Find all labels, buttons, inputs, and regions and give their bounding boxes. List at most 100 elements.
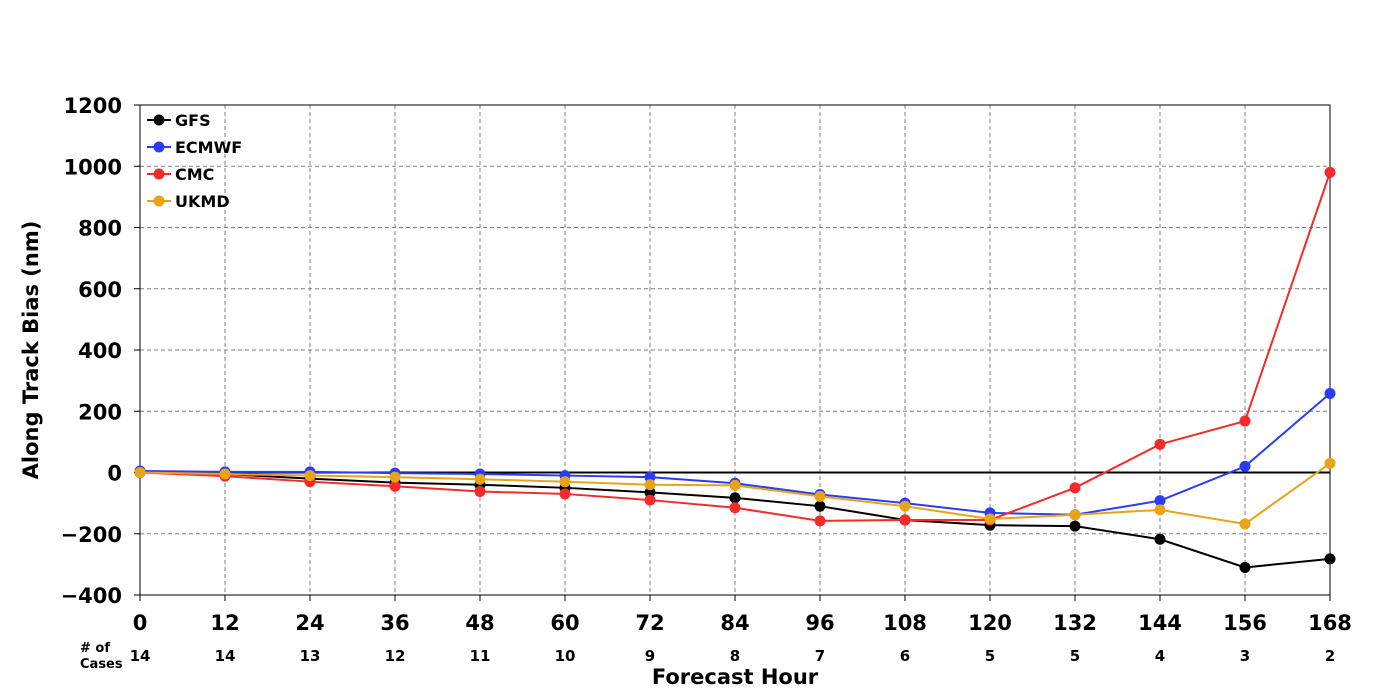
case-counts: 14 14 13 12 11 10 9 8 7 6 5 5 4 3 2 (130, 647, 1336, 665)
case-count: 4 (1155, 647, 1165, 665)
data-point-cmc (1154, 438, 1166, 450)
case-count: 11 (470, 647, 491, 665)
x-tick-label: 96 (805, 611, 834, 635)
data-point-gfs (814, 500, 826, 512)
data-point-ukmd (899, 500, 911, 512)
case-count: 2 (1325, 647, 1335, 665)
data-point-ukmd (134, 467, 146, 478)
data-point-ukmd (1069, 509, 1081, 521)
grid-lines (140, 104, 1330, 596)
legend-label: ECMWF (175, 138, 242, 157)
legend-marker (153, 141, 165, 153)
plot-border (139, 104, 1331, 596)
case-count: 14 (130, 647, 151, 665)
data-point-ukmd (559, 476, 571, 488)
case-count: 8 (730, 647, 740, 665)
y-tick-label: 200 (78, 400, 122, 424)
case-count: 5 (985, 647, 995, 665)
data-point-cmc (644, 494, 656, 506)
x-tick-label: 0 (133, 611, 148, 635)
y-axis-title: Along Track Bias (nm) (19, 221, 43, 480)
case-count: 14 (215, 647, 236, 665)
x-tick-label: 36 (380, 611, 409, 635)
data-point-gfs (644, 486, 656, 498)
data-point-cmc (814, 515, 826, 527)
case-count: 9 (645, 647, 655, 665)
case-count: 6 (900, 647, 910, 665)
data-point-ukmd (304, 470, 316, 482)
y-tick-label: 400 (78, 339, 122, 363)
y-tick-labels: 1200 1000 800 600 400 200 0 −200 −400 (61, 94, 122, 608)
x-tick-label: 48 (465, 611, 494, 635)
y-tick-label: 1200 (64, 94, 122, 118)
data-point-cmc (389, 480, 401, 492)
x-tick-label: 156 (1223, 611, 1267, 635)
data-point-ukmd (219, 468, 231, 480)
legend: GFS ECMWF CMC UKMD (147, 111, 242, 211)
legend-label: CMC (175, 165, 214, 184)
x-tick-label: 108 (883, 611, 927, 635)
case-count: 13 (300, 647, 321, 665)
legend-marker (153, 114, 165, 126)
legend-item-ukmd: UKMD (147, 192, 230, 211)
data-point-cmc (729, 502, 741, 514)
x-tick-labels: 0 12 24 36 48 60 72 84 96 108 120 132 144 156 168 (133, 611, 1352, 635)
data-point-ecmwf (644, 471, 656, 483)
y-tick-label: 1000 (64, 155, 122, 179)
data-point-cmc (474, 485, 486, 497)
data-point-cmc (899, 514, 911, 526)
case-count: 5 (1070, 647, 1080, 665)
legend-marker (153, 195, 165, 207)
plot-frame (134, 104, 1331, 601)
data-point-gfs (1069, 520, 1081, 532)
series-ukmd (134, 457, 1336, 530)
data-point-cmc (1324, 166, 1336, 178)
cases-label-line2: Cases (80, 657, 123, 672)
y-tick-label: 600 (78, 278, 122, 302)
data-point-ecmwf (1324, 387, 1336, 399)
x-tick-label: 72 (635, 611, 664, 635)
data-point-ukmd (1324, 457, 1336, 469)
data-point-gfs (1239, 561, 1251, 573)
x-tick-label: 168 (1308, 611, 1352, 635)
y-tick-label: 800 (78, 217, 122, 241)
x-axis-title: Forecast Hour (652, 665, 819, 689)
data-point-gfs (1324, 553, 1336, 565)
legend-item-gfs: GFS (147, 111, 211, 130)
data-point-ukmd (389, 471, 401, 483)
case-count: 10 (555, 647, 576, 665)
legend-marker (153, 168, 165, 180)
x-tick-label: 60 (550, 611, 579, 635)
case-count: 3 (1240, 647, 1250, 665)
x-tick-label: 12 (210, 611, 239, 635)
data-point-ukmd (474, 473, 486, 485)
x-tick-label: 144 (1138, 611, 1182, 635)
x-tick-label: 132 (1053, 611, 1097, 635)
data-point-ukmd (984, 513, 996, 525)
legend-item-ecmwf: ECMWF (147, 138, 242, 157)
x-tick-label: 120 (968, 611, 1012, 635)
data-point-ukmd (644, 479, 656, 491)
data-point-cmc (1239, 415, 1251, 427)
data-point-cmc (559, 488, 571, 500)
y-tick-label: −200 (61, 523, 122, 547)
data-point-gfs (1154, 533, 1166, 545)
x-tick-label: 84 (720, 611, 749, 635)
y-tick-label: 0 (107, 462, 122, 486)
legend-label: UKMD (175, 192, 230, 211)
y-tick-label: −400 (61, 584, 122, 608)
data-point-ecmwf (1239, 460, 1251, 472)
legend-label: GFS (175, 111, 211, 130)
data-point-ukmd (1239, 518, 1251, 530)
x-tick-label: 24 (295, 611, 324, 635)
cases-label-line1: # of (80, 641, 110, 656)
data-point-ukmd (1154, 504, 1166, 516)
data-point-ecmwf (1154, 495, 1166, 507)
case-count: 7 (815, 647, 825, 665)
data-point-ukmd (729, 479, 741, 491)
data-series (134, 166, 1336, 573)
legend-item-cmc: CMC (147, 165, 214, 184)
data-point-gfs (729, 492, 741, 504)
data-point-cmc (1069, 482, 1081, 494)
